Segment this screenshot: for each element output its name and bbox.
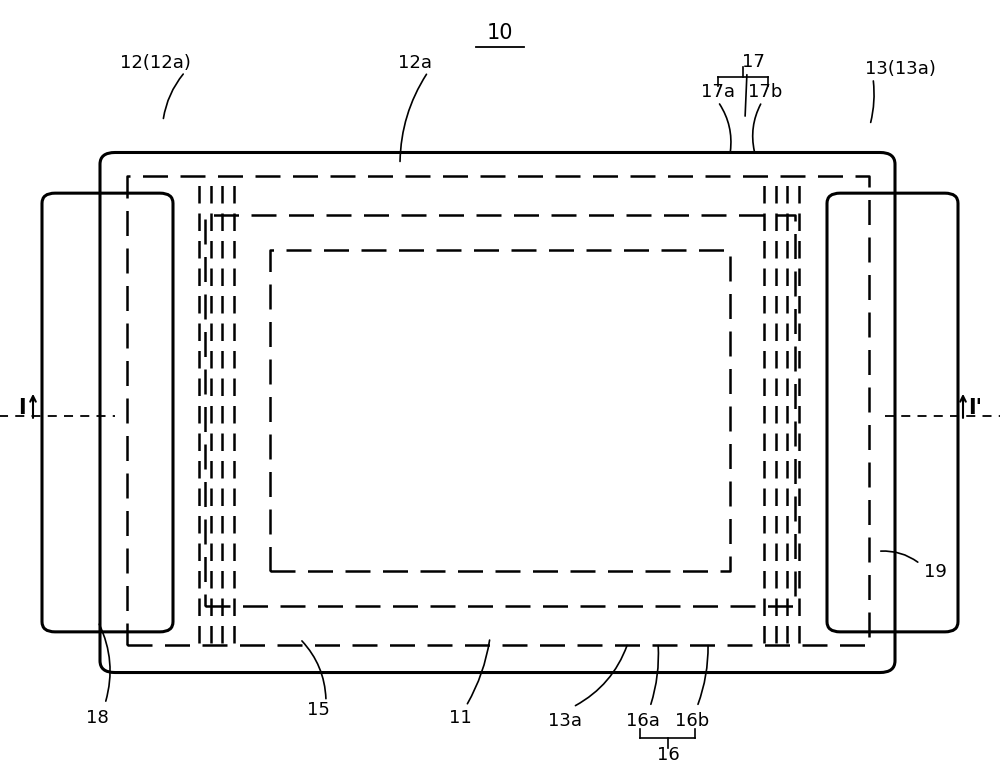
Text: I: I: [18, 398, 26, 418]
Text: 11: 11: [449, 708, 471, 727]
Text: 17: 17: [742, 52, 764, 71]
Text: 15: 15: [307, 701, 329, 719]
Text: 16a: 16a: [626, 712, 660, 730]
Text: 12a: 12a: [398, 53, 432, 72]
Text: 17b: 17b: [748, 83, 782, 102]
Text: I': I': [968, 398, 982, 418]
Text: 19: 19: [924, 563, 946, 582]
Text: 17a: 17a: [701, 83, 735, 102]
Text: 16b: 16b: [675, 712, 709, 730]
Text: 16: 16: [657, 745, 679, 764]
Text: 10: 10: [487, 23, 513, 43]
Text: 18: 18: [86, 708, 108, 727]
Text: 13a: 13a: [548, 712, 582, 730]
Text: 12(12a): 12(12a): [120, 53, 190, 72]
Text: 13(13a): 13(13a): [865, 59, 935, 78]
